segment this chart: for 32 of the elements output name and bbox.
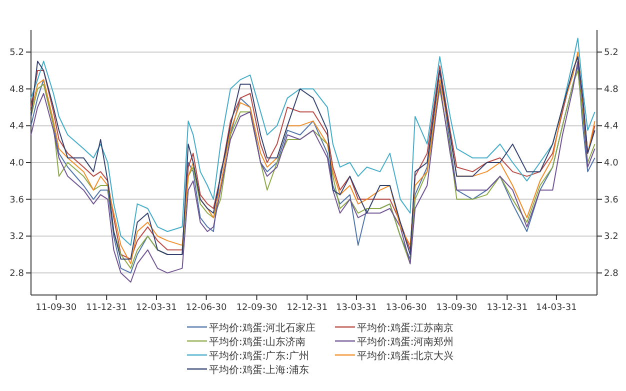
y-tick-label: 2.8 bbox=[10, 268, 24, 279]
y2-tick-label: 4.0 bbox=[604, 158, 619, 168]
x-tick-label: 12-09-30 bbox=[236, 303, 278, 313]
y2-tick-label: 5.2 bbox=[604, 48, 618, 58]
y-tick-label: 4.4 bbox=[10, 122, 24, 132]
x-tick-label: 13-12-31 bbox=[486, 303, 528, 313]
y2-tick-label: 3.2 bbox=[604, 232, 618, 242]
y-tick-label: 5.2 bbox=[10, 48, 24, 58]
legend-label: 平均价:鸡蛋:河北石家庄 bbox=[209, 322, 316, 334]
x-tick-label: 13-06-30 bbox=[386, 303, 428, 313]
y-tick-label: 3.6 bbox=[10, 195, 24, 206]
legend-label: 平均价:鸡蛋:上海:浦东 bbox=[209, 364, 310, 376]
y-tick-label: 4.0 bbox=[10, 158, 24, 168]
y-tick-label: 3.2 bbox=[10, 232, 24, 242]
x-tick-label: 11-09-30 bbox=[36, 303, 77, 313]
x-tick-label: 12-06-30 bbox=[186, 303, 228, 313]
x-tick-label: 12-03-31 bbox=[136, 303, 177, 313]
y2-tick-label: 2.8 bbox=[604, 268, 619, 279]
x-tick-label: 14-03-31 bbox=[536, 303, 577, 313]
y2-tick-label: 3.6 bbox=[604, 195, 619, 206]
legend-label: 平均价:鸡蛋:江苏南京 bbox=[357, 322, 454, 334]
y2-tick-label: 4.8 bbox=[604, 84, 619, 95]
legend-label: 平均价:鸡蛋:河南郑州 bbox=[357, 336, 454, 348]
legend-label: 平均价:鸡蛋:山东济南 bbox=[209, 336, 306, 348]
legend-label: 平均价:鸡蛋:广东:广州 bbox=[209, 350, 310, 362]
x-tick-label: 13-03-31 bbox=[336, 303, 377, 313]
x-tick-label: 12-12-31 bbox=[286, 303, 328, 313]
x-tick-label: 13-09-30 bbox=[436, 303, 478, 313]
y-tick-label: 4.8 bbox=[10, 84, 24, 95]
x-tick-label: 11-12-31 bbox=[86, 303, 128, 313]
y2-tick-label: 4.4 bbox=[604, 122, 619, 132]
legend-label: 平均价:鸡蛋:北京大兴 bbox=[357, 350, 454, 362]
